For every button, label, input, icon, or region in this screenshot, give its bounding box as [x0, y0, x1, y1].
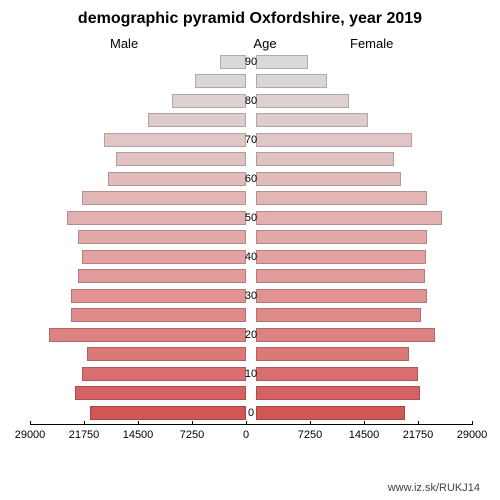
- x-tick: [246, 421, 247, 425]
- male-bar: [108, 172, 246, 186]
- x-tick-label: 7250: [180, 429, 204, 441]
- age-tick-label: 0: [238, 407, 264, 419]
- plot-area: 9080706050403020100 29000217501450072500…: [30, 52, 472, 446]
- age-tick-label: 30: [238, 290, 264, 302]
- female-bar: [256, 308, 421, 322]
- male-header: Male: [110, 36, 138, 51]
- male-bar: [87, 347, 246, 361]
- x-tick: [138, 421, 139, 425]
- male-bar: [49, 328, 246, 342]
- male-bar: [82, 250, 246, 264]
- female-bar: [256, 406, 405, 420]
- x-tick-label: 7250: [298, 429, 322, 441]
- bar-row: 90: [30, 52, 472, 72]
- x-tick: [84, 421, 85, 425]
- bar-row: [30, 189, 472, 209]
- bar-row: [30, 150, 472, 170]
- age-tick-label: 60: [238, 173, 264, 185]
- female-bar: [256, 94, 349, 108]
- female-bar: [256, 113, 368, 127]
- female-bar: [256, 172, 401, 186]
- x-tick: [364, 421, 365, 425]
- bar-row: 40: [30, 247, 472, 267]
- male-bar: [116, 152, 246, 166]
- male-bar: [82, 191, 246, 205]
- male-bar: [148, 113, 246, 127]
- bar-row: 70: [30, 130, 472, 150]
- female-bar: [256, 347, 409, 361]
- age-tick-label: 70: [238, 134, 264, 146]
- x-tick-label: 14500: [349, 429, 380, 441]
- x-tick: [472, 421, 473, 425]
- bar-row: [30, 384, 472, 404]
- bar-row: [30, 111, 472, 131]
- bar-row: 30: [30, 286, 472, 306]
- female-bar: [256, 386, 420, 400]
- male-bar: [67, 211, 246, 225]
- male-bar: [82, 367, 246, 381]
- age-tick-label: 50: [238, 212, 264, 224]
- bar-row: [30, 72, 472, 92]
- age-tick-label: 10: [238, 368, 264, 380]
- bar-row: [30, 228, 472, 248]
- bars-region: 90 80 70 60 50 40 30 20 10 0: [30, 52, 472, 424]
- bar-row: 10: [30, 364, 472, 384]
- female-bar: [256, 133, 412, 147]
- age-tick-label: 40: [238, 251, 264, 263]
- female-bar: [256, 152, 394, 166]
- x-tick: [310, 421, 311, 425]
- x-tick-label: 29000: [15, 429, 46, 441]
- x-axis: 290002175014500725007250145002175029000: [30, 424, 472, 446]
- bar-row: [30, 267, 472, 287]
- male-bar: [172, 94, 246, 108]
- female-bar: [256, 289, 427, 303]
- bar-row: 80: [30, 91, 472, 111]
- age-tick-label: 90: [238, 56, 264, 68]
- x-tick: [192, 421, 193, 425]
- male-bar: [71, 289, 246, 303]
- source-text: www.iz.sk/RUKJ14: [388, 482, 480, 494]
- bar-row: 50: [30, 208, 472, 228]
- bar-row: 20: [30, 325, 472, 345]
- male-bar: [78, 269, 246, 283]
- age-header: Age: [245, 36, 285, 51]
- pyramid-chart: demographic pyramid Oxfordshire, year 20…: [0, 0, 500, 500]
- x-tick: [418, 421, 419, 425]
- female-bar: [256, 74, 327, 88]
- female-bar: [256, 191, 427, 205]
- male-bar: [104, 133, 246, 147]
- male-bar: [90, 406, 246, 420]
- male-bar: [78, 230, 246, 244]
- bar-row: 60: [30, 169, 472, 189]
- female-bar: [256, 269, 425, 283]
- bar-row: [30, 306, 472, 326]
- male-bar: [71, 308, 246, 322]
- bar-row: 0: [30, 403, 472, 423]
- male-bar: [195, 74, 246, 88]
- female-bar: [256, 230, 427, 244]
- x-tick-label: 0: [243, 429, 249, 441]
- female-header: Female: [350, 36, 393, 51]
- chart-title: demographic pyramid Oxfordshire, year 20…: [0, 10, 500, 28]
- female-bar: [256, 211, 442, 225]
- female-bar: [256, 328, 435, 342]
- x-tick-label: 29000: [457, 429, 488, 441]
- x-tick-label: 14500: [123, 429, 154, 441]
- age-tick-label: 20: [238, 329, 264, 341]
- age-tick-label: 80: [238, 95, 264, 107]
- female-bar: [256, 250, 426, 264]
- x-tick-label: 21750: [69, 429, 100, 441]
- x-tick-label: 21750: [403, 429, 434, 441]
- bar-row: [30, 345, 472, 365]
- x-tick: [30, 421, 31, 425]
- male-bar: [75, 386, 246, 400]
- female-bar: [256, 367, 418, 381]
